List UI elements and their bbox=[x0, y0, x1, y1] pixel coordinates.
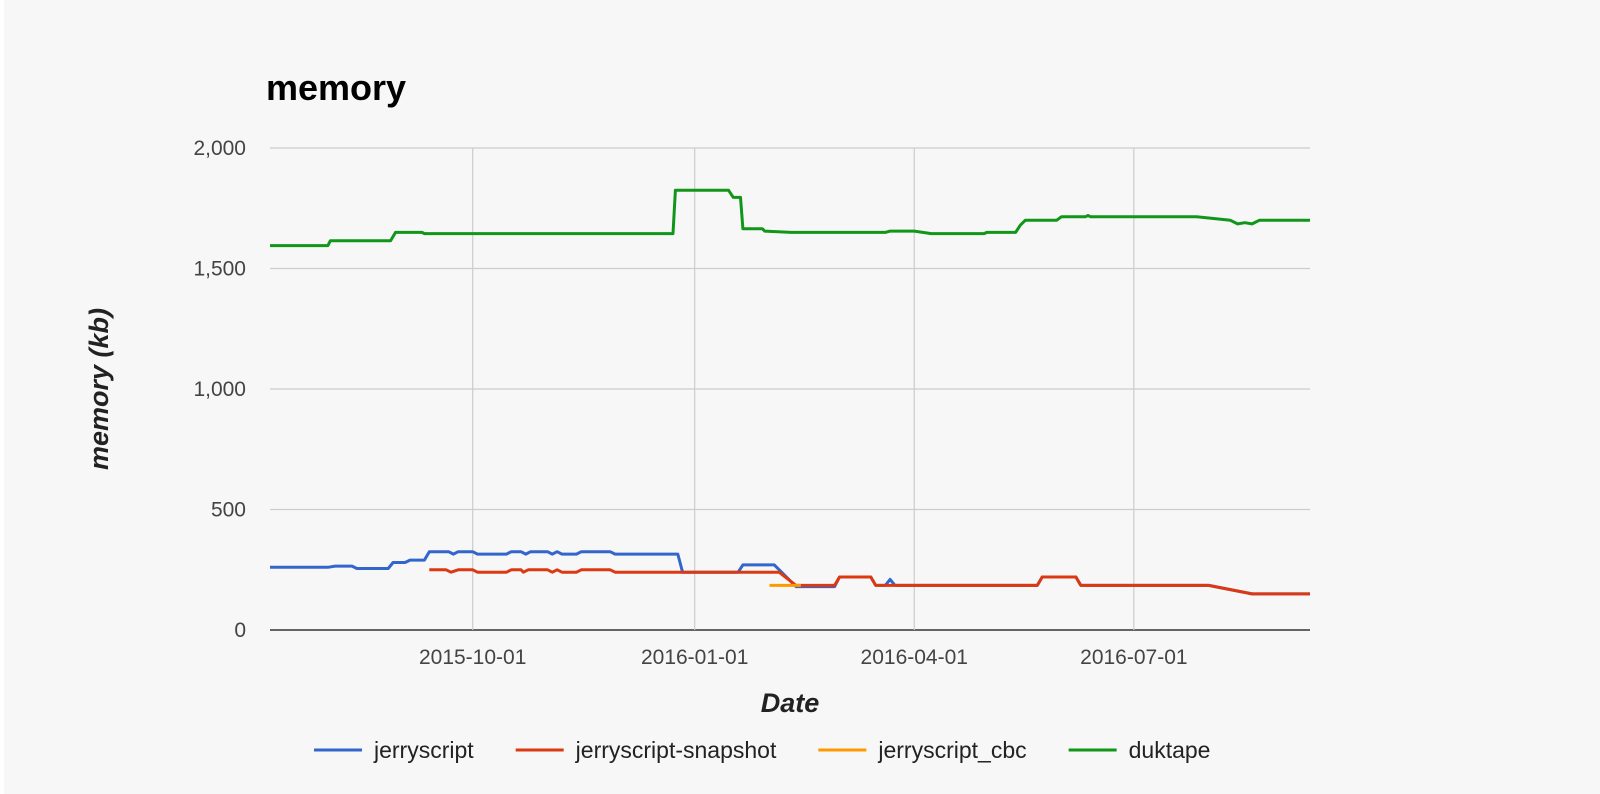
x-tick-label: 2016-07-01 bbox=[1080, 646, 1187, 669]
x-axis-ticks: 2015-10-01 2016-01-01 2016-04-01 2016-07-01 bbox=[419, 646, 1188, 669]
grid bbox=[270, 147, 1310, 631]
y-tick-label: 500 bbox=[211, 499, 246, 522]
series-lines bbox=[270, 188, 1310, 596]
y-tick-label: 1,500 bbox=[193, 258, 246, 281]
legend: jerryscript jerryscript-snapshot jerryscri… bbox=[314, 737, 1210, 763]
x-tick-label: 2016-04-01 bbox=[861, 646, 968, 669]
jerryscript-line bbox=[270, 550, 1310, 596]
y-tick-label: 2,000 bbox=[193, 137, 246, 160]
legend-label-jerryscript: jerryscript bbox=[373, 737, 474, 763]
chart-container: memory 0 500 1,000 1,500 2,000 2015-10-01 201… bbox=[4, 0, 1600, 794]
legend-label-jerryscript-snapshot: jerryscript-snapshot bbox=[575, 737, 777, 763]
legend-label-jerryscript-cbc: jerryscript_cbc bbox=[877, 737, 1026, 763]
chart-title: memory bbox=[266, 67, 406, 108]
y-axis-ticks: 0 500 1,000 1,500 2,000 bbox=[193, 137, 246, 642]
y-tick-label: 1,000 bbox=[193, 378, 246, 401]
y-tick-label: 0 bbox=[234, 619, 246, 642]
legend-label-duktape: duktape bbox=[1129, 737, 1211, 763]
x-tick-label: 2016-01-01 bbox=[641, 646, 748, 669]
jerryscript-snapshot-line bbox=[429, 568, 1310, 596]
duktape-line bbox=[270, 188, 1310, 248]
x-axis-title: Date bbox=[761, 688, 820, 718]
x-tick-label: 2015-10-01 bbox=[419, 646, 526, 669]
y-axis-title: memory (kb) bbox=[84, 308, 114, 470]
